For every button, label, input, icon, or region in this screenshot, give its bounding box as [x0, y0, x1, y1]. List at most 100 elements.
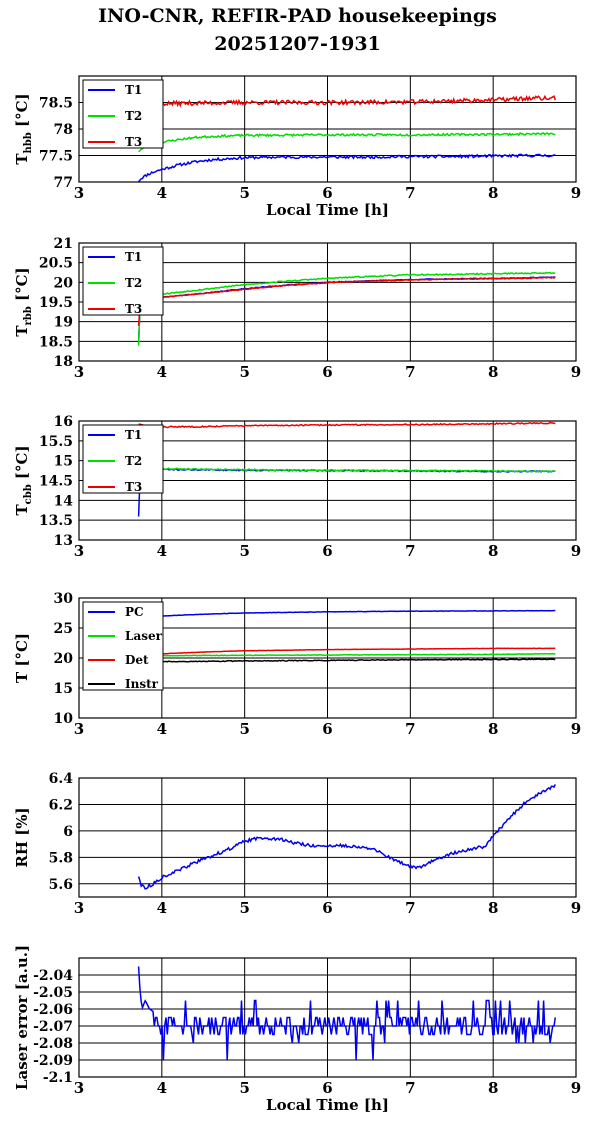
- legend-label-det: Det: [125, 653, 149, 667]
- series-line-t3: [138, 421, 556, 429]
- legend-label-t3: T3: [125, 302, 142, 316]
- y-tick-label: 10: [54, 711, 74, 727]
- legend-label-instr: Instr: [125, 677, 159, 691]
- y-axis-label: RH [%]: [13, 807, 31, 867]
- series-line-det: [138, 647, 556, 656]
- y-tick-label: 5.6: [49, 877, 73, 893]
- x-tick-label: 7: [405, 1079, 415, 1097]
- legend: PC Laser Det Instr: [82, 601, 164, 691]
- y-tick-label: 15: [54, 454, 73, 470]
- x-tick-label: 8: [488, 363, 498, 381]
- y-tick-label: -2.07: [33, 1019, 73, 1035]
- legend-box: [82, 79, 164, 149]
- x-tick-label: 8: [488, 184, 498, 202]
- x-tick-label: 8: [488, 1079, 498, 1097]
- series-line-t2: [138, 131, 556, 153]
- legend: T1 T2 T3: [82, 424, 164, 494]
- x-tick-label: 3: [74, 184, 84, 202]
- x-tick-label: 6: [322, 899, 332, 917]
- x-tick-label: 9: [571, 363, 581, 381]
- x-tick-label: 9: [571, 542, 581, 560]
- x-tick-label: 8: [488, 542, 498, 560]
- y-tick-label: 13.5: [39, 513, 73, 529]
- chart-panel-2: 18 18.5 19 19.5 20 20.5 21 3 4 5 6 7 8 9 Trbb [°C] T1 T2…: [13, 236, 581, 381]
- x-tick-label: 4: [157, 899, 167, 917]
- x-tick-label: 7: [405, 720, 415, 738]
- y-tick-label: 78.5: [39, 96, 73, 112]
- chart-panel-5: 5.6 5.8 6 6.2 6.4 3 4 5 6 7 8 9 RH [%]: [13, 771, 581, 917]
- series-line-t1: [138, 153, 556, 182]
- x-tick-label: 8: [488, 720, 498, 738]
- chart-panel-4: 10 15 20 25 30 3 4 5 6 7 8 9 T [°C] PC Laser Det Instr: [13, 591, 581, 738]
- x-axis-label: Local Time [h]: [266, 201, 389, 219]
- legend: T1 T2 T3: [82, 246, 164, 316]
- legend-label-t2: T2: [125, 276, 142, 290]
- y-tick-label: 14: [54, 493, 74, 509]
- y-tick-label: 5.8: [49, 850, 73, 866]
- chart-title-line-2: 20251207-1931: [214, 33, 381, 55]
- y-tick-label: -2.04: [33, 968, 73, 984]
- y-tick-label: 13: [54, 533, 73, 549]
- y-tick-label: 15: [54, 681, 73, 697]
- series-line-t3: [137, 276, 556, 326]
- x-tick-label: 4: [157, 542, 167, 560]
- series-line-t2: [137, 271, 556, 346]
- axes-frame: [78, 777, 577, 898]
- y-tick-label: 16: [54, 414, 73, 430]
- plot-area: [137, 421, 556, 517]
- x-tick-label: 4: [157, 184, 167, 202]
- x-tick-label: 7: [405, 184, 415, 202]
- legend-label-t1: T1: [125, 83, 142, 97]
- legend: T1 T2 T3: [82, 79, 164, 149]
- y-tick-label: -2.06: [33, 1002, 73, 1018]
- x-tick-label: 9: [571, 720, 581, 738]
- y-tick-label: 20: [54, 651, 74, 667]
- y-tick-label: 18.5: [39, 334, 73, 350]
- chart-panel-3: 13 13.5 14 14.5 15 15.5 16 3 4 5 6 7 8 9 Tcbb [°C] T1 T2…: [13, 414, 581, 560]
- x-tick-label: 3: [74, 1079, 84, 1097]
- legend-label-t1: T1: [125, 428, 142, 442]
- series-line-t2: [137, 466, 556, 481]
- axes-frame: [78, 597, 577, 719]
- axes-frame: [78, 75, 577, 183]
- y-tick-label: 20: [54, 275, 74, 291]
- x-tick-label: 6: [322, 1079, 332, 1097]
- y-tick-label: 20.5: [39, 256, 73, 272]
- y-tick-label: -2.05: [33, 985, 73, 1001]
- x-tick-label: 7: [405, 542, 415, 560]
- y-tick-label: 21: [54, 236, 73, 252]
- plot-area: [137, 271, 556, 346]
- y-axis-label: Laser error [a.u.]: [13, 945, 31, 1090]
- y-tick-label: 19: [54, 315, 73, 331]
- x-tick-label: 9: [571, 899, 581, 917]
- y-tick-label: 18: [54, 354, 73, 370]
- y-tick-label: -2.08: [33, 1036, 73, 1052]
- x-tick-label: 4: [157, 720, 167, 738]
- series-line-t3: [138, 94, 557, 108]
- y-tick-label: 77: [54, 175, 73, 191]
- x-tick-label: 7: [405, 899, 415, 917]
- series-line-laser: [138, 652, 556, 657]
- x-tick-label: 9: [571, 1079, 581, 1097]
- x-tick-label: 5: [239, 1079, 249, 1097]
- x-tick-label: 5: [239, 542, 249, 560]
- chart-title-line-1: INO-CNR, REFIR-PAD housekeepings: [98, 5, 497, 27]
- y-tick-label: 19.5: [39, 295, 73, 311]
- y-tick-label: 15.5: [39, 434, 73, 450]
- legend-label-laser: Laser: [125, 629, 163, 643]
- x-tick-label: 5: [239, 184, 249, 202]
- y-tick-label: -2.09: [33, 1053, 73, 1069]
- y-tick-label: 6: [63, 824, 73, 840]
- y-tick-label: 30: [54, 591, 74, 607]
- x-tick-label: 6: [322, 542, 332, 560]
- plot-area: [138, 94, 557, 182]
- legend-label-t3: T3: [125, 480, 142, 494]
- legend-label-pc: PC: [125, 605, 144, 619]
- y-axis-label: Thbb [°C]: [13, 93, 34, 164]
- x-tick-label: 7: [405, 363, 415, 381]
- y-tick-label: 14.5: [39, 474, 73, 490]
- legend-label-t1: T1: [125, 250, 142, 264]
- chart-panel-6: -2.04-2.05-2.06-2.07-2.08-2.09-2.13 4 5 6 7 8…: [13, 945, 581, 1114]
